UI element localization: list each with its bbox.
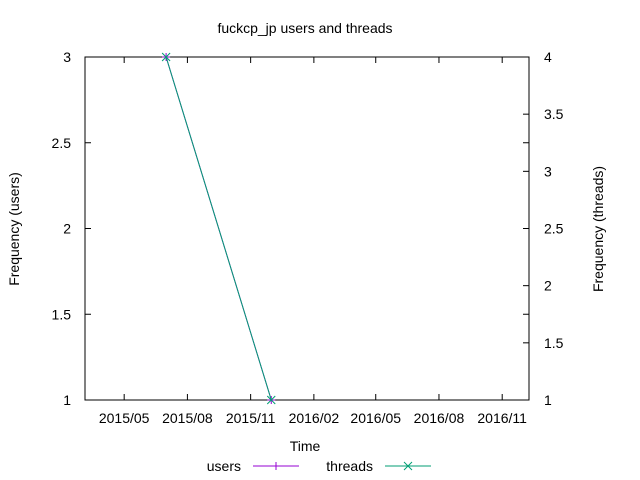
x-tick-label: 2015/05 [99, 410, 150, 426]
legend: users threads [207, 458, 431, 474]
x-tick-label: 2016/11 [477, 410, 527, 426]
chart-title: fuckcp_jp users and threads [217, 20, 392, 36]
y2-tick-label: 2 [544, 278, 552, 294]
y2-tick-label: 3 [544, 163, 552, 179]
legend-label: threads [326, 458, 373, 474]
y2-tick-label: 1 [544, 392, 552, 408]
y-tick-label: 3 [63, 49, 71, 65]
x-tick-label: 2015/08 [162, 410, 213, 426]
legend-item-users: users [207, 458, 299, 474]
y2-axis-ticks: 1 1.5 2 2.5 3 3.5 4 [523, 49, 564, 408]
point-threads [161, 52, 171, 62]
x-tick-label: 2015/11 [226, 410, 276, 426]
y-tick-label: 1.5 [52, 306, 72, 322]
plot-area-border [84, 56, 530, 401]
y2-tick-label: 4 [544, 49, 552, 65]
y2-tick-label: 1.5 [544, 335, 564, 351]
y-tick-label: 2 [63, 221, 71, 237]
legend-marker [272, 462, 280, 470]
series-line-threads [165, 56, 272, 401]
x-tick-label: 2016/05 [350, 410, 401, 426]
x-axis-ticks: 2015/05 2015/08 2015/11 2016/02 2016/05 2016/… [99, 57, 527, 426]
y2-axis-label: Frequency (threads) [590, 166, 606, 292]
legend-label: users [207, 458, 241, 474]
y-axis-label: Frequency (users) [6, 172, 22, 286]
y2-tick-label: 2.5 [544, 221, 564, 237]
y-tick-label: 2.5 [52, 135, 72, 151]
x-tick-label: 2016/02 [289, 410, 340, 426]
x-tick-label: 2016/08 [414, 410, 465, 426]
y-axis-ticks: 1 1.5 2 2.5 3 [52, 49, 529, 408]
y-tick-label: 1 [63, 392, 71, 408]
series-layer [161, 52, 276, 405]
legend-item-threads: threads [326, 458, 431, 474]
x-axis-label: Time [290, 438, 321, 454]
point-threads [266, 395, 276, 405]
legend-marker [403, 461, 413, 471]
y2-tick-label: 3.5 [544, 106, 564, 122]
